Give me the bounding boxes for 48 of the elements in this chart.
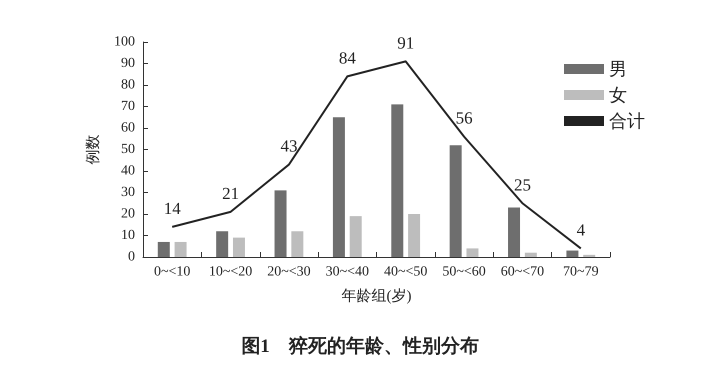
- y-axis-title: 例数: [86, 134, 102, 164]
- y-tick-label: 50: [121, 142, 135, 157]
- x-tick-label: 70~79: [563, 264, 599, 280]
- data-label: 25: [514, 175, 531, 194]
- bar: [408, 214, 420, 257]
- bar: [174, 242, 187, 257]
- bar: [350, 216, 362, 257]
- x-tick-label: 40~<50: [384, 264, 428, 280]
- data-label: 84: [338, 48, 356, 68]
- y-tick-label: 20: [121, 206, 135, 222]
- text: 图1 猝死的年龄、性别分布: [241, 335, 479, 357]
- x-tick-label: 0~<10: [154, 264, 190, 280]
- bar: [158, 242, 170, 257]
- y-tick-label: 60: [121, 120, 135, 136]
- bar: [566, 250, 578, 257]
- x-tick-label: 20~<30: [267, 264, 311, 280]
- data-label: 43: [280, 136, 298, 156]
- y-tick-label: 70: [121, 99, 135, 114]
- legend-label: 女: [609, 85, 627, 105]
- bar: [232, 238, 245, 257]
- bar: [274, 190, 287, 257]
- y-tick-label: 10: [121, 228, 135, 243]
- y-tick-label: 0: [128, 250, 135, 264]
- bar: [216, 231, 228, 257]
- bar: [391, 104, 404, 257]
- bar: [508, 208, 520, 257]
- bar: [332, 117, 345, 257]
- bar: [524, 252, 537, 257]
- legend-label: 男: [609, 59, 627, 79]
- bar: [450, 145, 462, 257]
- bar: [291, 231, 304, 257]
- x-tick-label: 30~<40: [326, 264, 370, 280]
- bar: [466, 248, 478, 257]
- y-tick-label: 80: [121, 78, 135, 92]
- y-tick-label: 100: [114, 34, 135, 50]
- x-tick-label: 10~<20: [208, 264, 252, 280]
- data-label: 91: [397, 33, 414, 52]
- data-label: 4: [576, 220, 586, 240]
- y-tick-label: 30: [121, 185, 135, 200]
- data-label: 14: [164, 198, 182, 218]
- x-axis-title: 年龄组(岁): [342, 288, 412, 304]
- data-label: 21: [222, 184, 240, 203]
- data-label: 56: [456, 108, 473, 128]
- x-tick-label: 50~<60: [442, 264, 486, 280]
- y-tick-label: 40: [121, 164, 135, 178]
- x-tick-label: 60~<70: [500, 264, 544, 280]
- y-tick-label: 90: [121, 56, 135, 71]
- legend-label: 合计: [609, 111, 645, 131]
